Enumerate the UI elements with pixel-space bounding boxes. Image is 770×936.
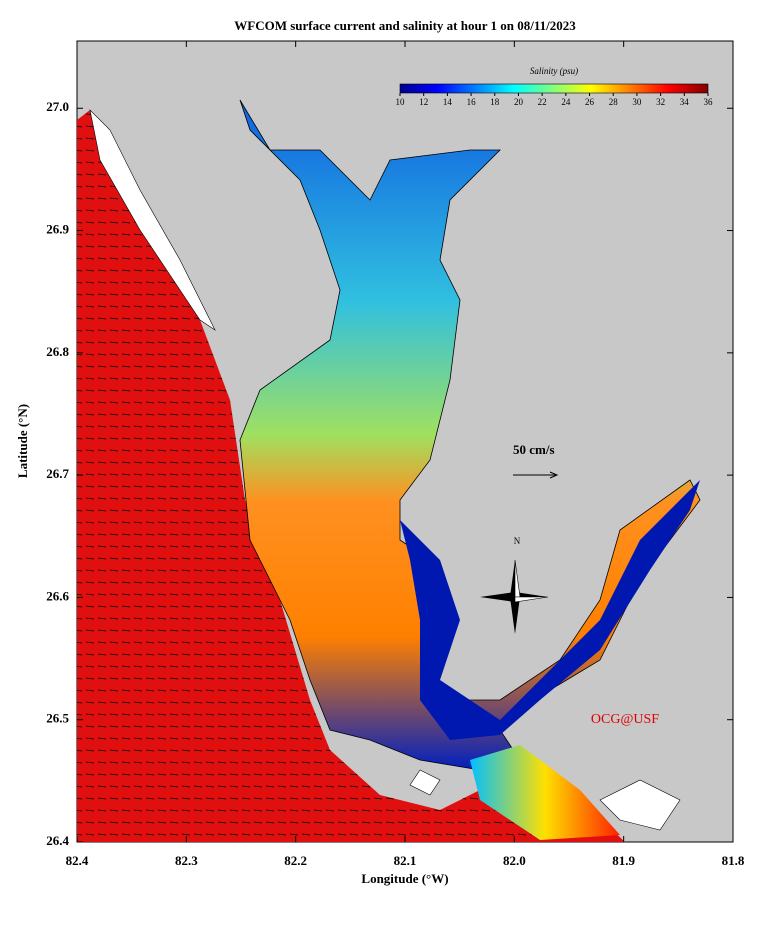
- colorbar-tick-label: 16: [467, 97, 477, 107]
- colorbar-title: Salinity (psu): [530, 66, 578, 76]
- y-tick-label: 26.4: [46, 833, 69, 848]
- y-tick-label: 27.0: [46, 99, 69, 114]
- pass-water: [470, 745, 620, 840]
- island: [409, 769, 441, 796]
- compass: N: [480, 536, 549, 634]
- plot: N 50 cm/s OCG@USF Salinity (psu): [76, 40, 734, 843]
- colorbar-tick-label: 10: [396, 97, 406, 107]
- colorbar-tick-label: 18: [490, 97, 500, 107]
- x-tick-label: 82.0: [503, 853, 526, 868]
- y-tick-label: 26.6: [46, 588, 69, 603]
- x-tick-label: 81.8: [722, 853, 745, 868]
- scale-label: 50 cm/s: [513, 442, 555, 457]
- title: WFCOM surface current and salinity at ho…: [234, 18, 576, 33]
- colorbar-tick-label: 12: [419, 97, 428, 107]
- y-axis-label: Latitude (°N): [15, 404, 30, 478]
- current-vectors: [77, 110, 625, 842]
- colorbar-tick-label: 28: [609, 97, 619, 107]
- y-tick-label: 26.5: [46, 711, 69, 726]
- colorbar-tick-label: 32: [656, 97, 665, 107]
- scale: 50 cm/s: [513, 442, 559, 479]
- y-tick-label: 26.9: [46, 222, 69, 237]
- colorbar-tick-label: 34: [680, 97, 690, 107]
- colorbar-tick-label: 30: [632, 97, 642, 107]
- x-tick-label: 82.3: [175, 853, 198, 868]
- colorbar: [399, 83, 709, 94]
- y-tick-label: 26.7: [46, 466, 69, 481]
- x-tick-label: 82.4: [66, 853, 89, 868]
- x-axis-label: Longitude (°W): [361, 871, 448, 886]
- x-tick-label: 82.2: [284, 853, 307, 868]
- colorbar-tick-label: 36: [704, 97, 714, 107]
- island: [599, 779, 681, 831]
- colorbar-tick-label: 22: [538, 97, 547, 107]
- x-tick-label: 82.1: [394, 853, 417, 868]
- river-water: [400, 480, 700, 740]
- colorbar-tick-label: 14: [443, 97, 453, 107]
- x-tick-label: 81.9: [612, 853, 635, 868]
- barrier-island: [89, 109, 216, 331]
- colorbar-tick-label: 24: [561, 97, 571, 107]
- y-tick-label: 26.8: [46, 344, 69, 359]
- colorbar-tick-label: 20: [514, 97, 524, 107]
- colorbar-tick-label: 26: [585, 97, 595, 107]
- estuary-water: [239, 99, 701, 771]
- credit: OCG@USF: [591, 712, 659, 727]
- compass-label: N: [514, 536, 521, 546]
